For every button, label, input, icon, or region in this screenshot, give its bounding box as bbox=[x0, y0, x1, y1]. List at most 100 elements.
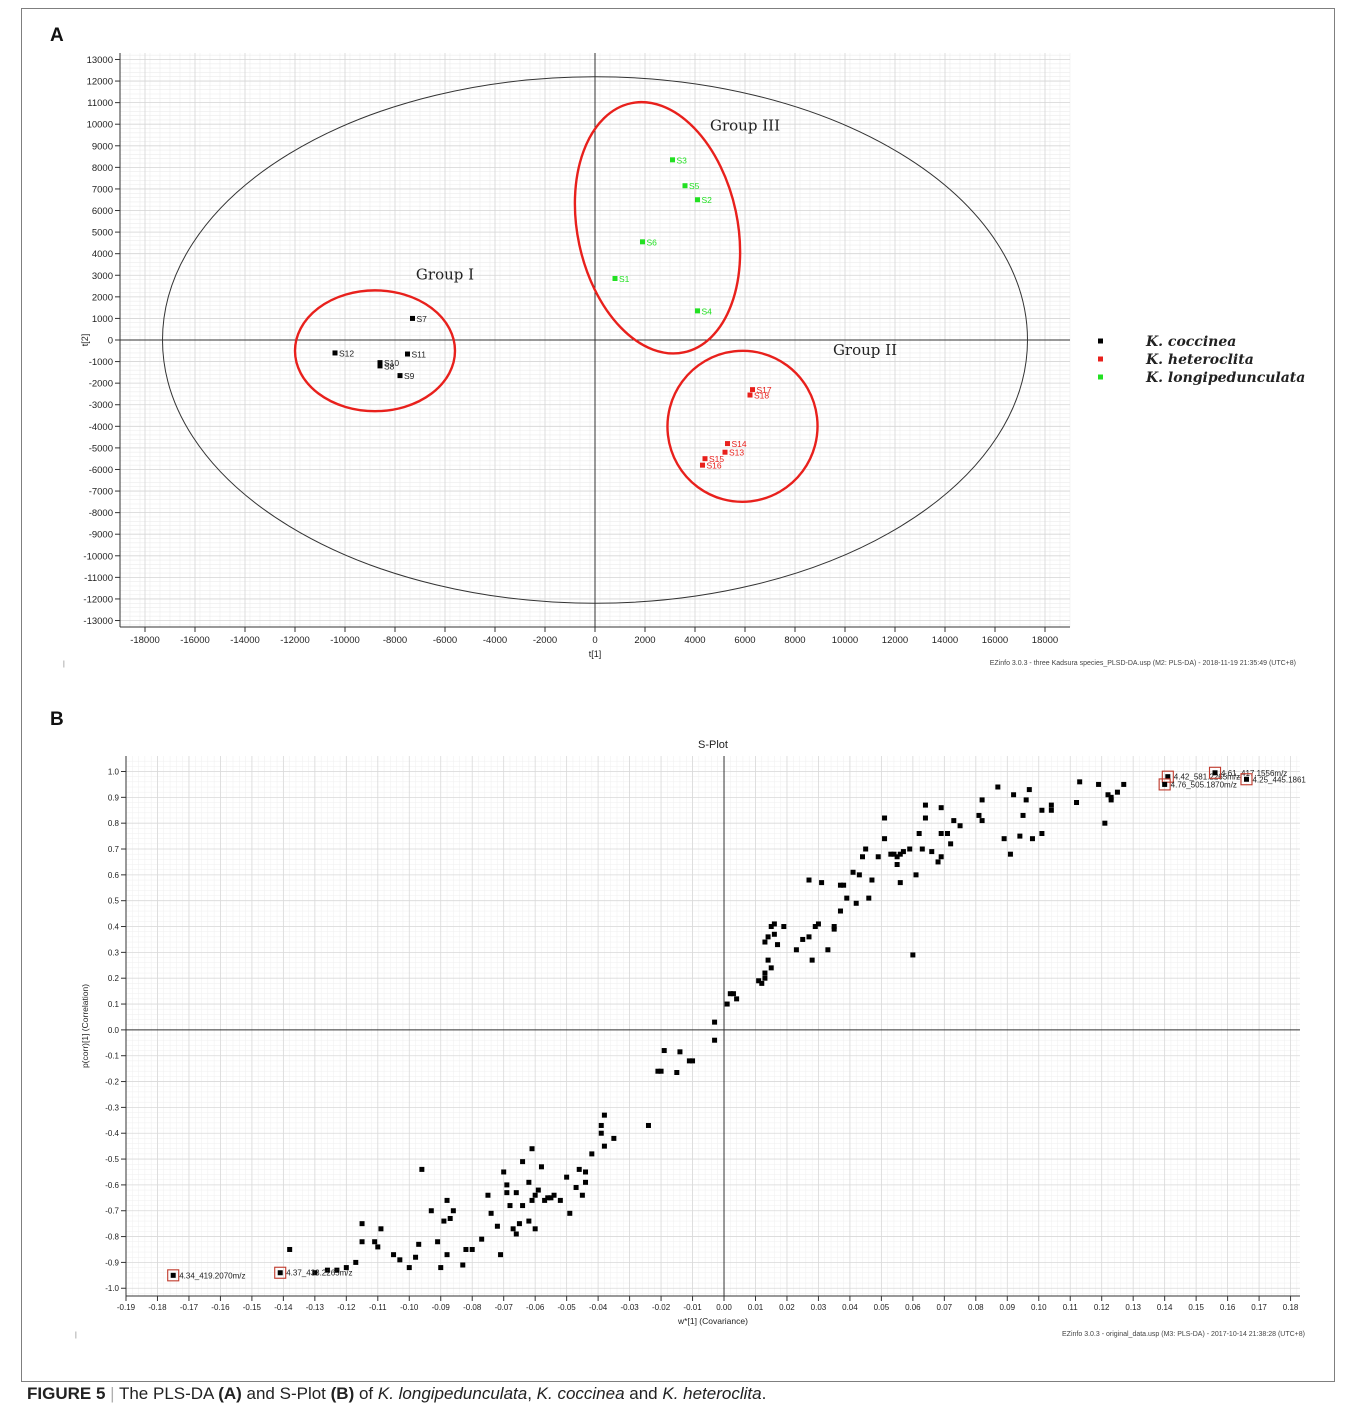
splot-point bbox=[812, 924, 818, 930]
x-tick-label: -0.06 bbox=[526, 1303, 545, 1312]
x-tick-label: -6000 bbox=[433, 635, 457, 646]
splot-point bbox=[831, 924, 837, 930]
splot-point bbox=[1108, 797, 1114, 803]
x-tick-label: 0.11 bbox=[1063, 1303, 1079, 1312]
y-tick-label: -5000 bbox=[89, 443, 113, 454]
x-tick-label: 0.18 bbox=[1283, 1303, 1299, 1312]
x-tick-label: 0.15 bbox=[1188, 1303, 1204, 1312]
highlighted-point bbox=[1162, 781, 1168, 787]
y-tick-label: -0.6 bbox=[105, 1181, 119, 1190]
splot-point bbox=[1026, 787, 1032, 793]
score-point-label: S17 bbox=[757, 385, 772, 395]
score-point-label: S3 bbox=[677, 155, 688, 165]
caption-part: and S-Plot bbox=[241, 1384, 331, 1403]
y-tick-label: 4000 bbox=[92, 249, 113, 260]
splot-point bbox=[334, 1267, 340, 1273]
splot-point bbox=[391, 1252, 397, 1258]
x-tick-label: -0.01 bbox=[683, 1303, 702, 1312]
splot-point bbox=[674, 1070, 680, 1076]
splot-point bbox=[1048, 802, 1054, 808]
splot-point bbox=[359, 1239, 365, 1245]
caption-part: K. heteroclita bbox=[662, 1384, 762, 1403]
score-point-label: S16 bbox=[707, 461, 722, 471]
splot-point bbox=[951, 818, 957, 824]
y-tick-label: -10000 bbox=[83, 551, 113, 562]
y-tick-label: -6000 bbox=[89, 465, 113, 476]
splot-point bbox=[686, 1058, 692, 1064]
highlight-box bbox=[274, 1266, 287, 1279]
splot-point bbox=[450, 1208, 456, 1214]
caption-separator: | bbox=[105, 1384, 119, 1403]
splot-point bbox=[1020, 812, 1026, 818]
splot-point bbox=[875, 854, 881, 860]
x-tick-label: 16000 bbox=[982, 635, 1008, 646]
splot-point bbox=[501, 1169, 507, 1175]
score-point bbox=[332, 350, 338, 356]
splot-point bbox=[765, 957, 771, 963]
y-tick-label: -0.2 bbox=[105, 1078, 119, 1087]
splot-point bbox=[891, 851, 897, 857]
splot-point bbox=[863, 846, 869, 852]
splot-point bbox=[447, 1215, 453, 1221]
y-tick-label: 9000 bbox=[92, 141, 113, 152]
x-tick-label: -10000 bbox=[330, 635, 360, 646]
splot-point bbox=[841, 882, 847, 888]
score-point bbox=[377, 360, 383, 366]
splot-point bbox=[922, 802, 928, 808]
splot-point bbox=[435, 1239, 441, 1245]
highlighted-point bbox=[277, 1270, 283, 1276]
x-tick-label: 0.01 bbox=[748, 1303, 764, 1312]
splot-point bbox=[510, 1226, 516, 1232]
highlight-box bbox=[1240, 773, 1253, 786]
score-point bbox=[377, 363, 383, 369]
score-point-label: S13 bbox=[729, 448, 744, 458]
splot-point bbox=[548, 1195, 554, 1201]
splot-point bbox=[976, 812, 982, 818]
x-tick-label: -0.07 bbox=[495, 1303, 514, 1312]
splot-point bbox=[894, 854, 900, 860]
splot-point bbox=[488, 1210, 494, 1216]
caption-part: of bbox=[354, 1384, 378, 1403]
splot-point bbox=[353, 1259, 359, 1265]
y-axis-title: p(corr)[1] (Correlation) bbox=[80, 984, 90, 1068]
splot-point bbox=[781, 924, 787, 930]
splot-point bbox=[1001, 836, 1007, 842]
splot-point bbox=[573, 1184, 579, 1190]
splot-point bbox=[938, 805, 944, 811]
splot-point bbox=[979, 818, 985, 824]
splot-point bbox=[1017, 833, 1023, 839]
splot-point bbox=[428, 1208, 434, 1214]
splot-point bbox=[897, 880, 903, 886]
score-point-label: S6 bbox=[647, 237, 658, 247]
splot-point bbox=[727, 991, 733, 997]
splot-point bbox=[712, 1019, 718, 1025]
x-tick-label: -0.19 bbox=[117, 1303, 136, 1312]
x-tick-label: 18000 bbox=[1032, 635, 1058, 646]
splot-point bbox=[583, 1179, 589, 1185]
splot-point bbox=[734, 996, 740, 1002]
panel-a-label: A bbox=[50, 25, 64, 46]
score-point-label: S12 bbox=[339, 348, 354, 358]
x-tick-label: -0.12 bbox=[337, 1303, 356, 1312]
splot-point bbox=[809, 957, 815, 963]
splot-point bbox=[888, 851, 894, 857]
highlighted-point bbox=[1243, 776, 1249, 782]
splot-point bbox=[1121, 781, 1127, 787]
y-tick-label: 3000 bbox=[92, 271, 113, 282]
score-point-label: S8 bbox=[384, 361, 395, 371]
splot-point bbox=[419, 1166, 425, 1172]
y-tick-label: -4000 bbox=[89, 422, 113, 433]
panel-b-marker: | bbox=[75, 1332, 77, 1339]
x-tick-label: 0.06 bbox=[905, 1303, 921, 1312]
x-tick-label: 0.17 bbox=[1251, 1303, 1267, 1312]
score-point-label: S15 bbox=[709, 454, 724, 464]
splot-point bbox=[1102, 820, 1108, 826]
y-tick-label: -0.7 bbox=[105, 1207, 119, 1216]
highlighted-point-label: 4.61_417.1556m/z bbox=[1221, 769, 1287, 778]
splot-point bbox=[712, 1037, 718, 1043]
splot-point bbox=[535, 1187, 541, 1193]
caption-part: The PLS-DA bbox=[118, 1384, 219, 1403]
x-tick-label: -0.15 bbox=[243, 1303, 262, 1312]
y-tick-label: -0.8 bbox=[105, 1233, 119, 1242]
group-ellipse bbox=[666, 349, 819, 504]
